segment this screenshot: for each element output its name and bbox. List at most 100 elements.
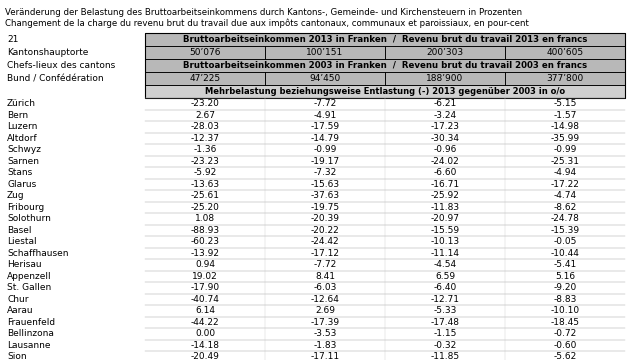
- Text: Appenzell: Appenzell: [7, 272, 52, 281]
- Text: -10.13: -10.13: [431, 237, 460, 246]
- Text: Zürich: Zürich: [7, 99, 36, 108]
- Text: -1.15: -1.15: [433, 329, 457, 338]
- Text: -12.71: -12.71: [431, 295, 460, 304]
- Text: -3.53: -3.53: [314, 329, 337, 338]
- Text: -3.24: -3.24: [433, 111, 456, 120]
- Text: -10.10: -10.10: [550, 306, 580, 315]
- Text: -17.90: -17.90: [191, 283, 220, 292]
- Bar: [505, 72, 625, 85]
- Text: -10.44: -10.44: [550, 249, 579, 258]
- Text: -15.63: -15.63: [310, 180, 340, 189]
- Text: 47’225: 47’225: [189, 74, 221, 83]
- Text: -7.72: -7.72: [314, 99, 337, 108]
- Text: Schwyz: Schwyz: [7, 145, 41, 154]
- Text: -8.83: -8.83: [554, 295, 577, 304]
- Text: Veränderung der Belastung des Bruttoarbeitseinkommens durch Kantons-, Gemeinde- : Veränderung der Belastung des Bruttoarbe…: [5, 8, 522, 17]
- Text: -17.39: -17.39: [310, 318, 340, 327]
- Text: -16.71: -16.71: [431, 180, 460, 189]
- Text: -13.92: -13.92: [191, 249, 220, 258]
- Text: Liestal: Liestal: [7, 237, 36, 246]
- Text: -17.22: -17.22: [550, 180, 579, 189]
- Text: 19.02: 19.02: [192, 272, 218, 281]
- Text: -20.22: -20.22: [310, 226, 339, 235]
- Text: Sion: Sion: [7, 352, 27, 360]
- Text: -44.22: -44.22: [191, 318, 220, 327]
- Text: 0.94: 0.94: [195, 260, 215, 269]
- Text: -35.99: -35.99: [550, 134, 580, 143]
- Text: -6.60: -6.60: [433, 168, 457, 177]
- Text: -25.31: -25.31: [550, 157, 579, 166]
- Text: -14.18: -14.18: [191, 341, 220, 350]
- Text: Aarau: Aarau: [7, 306, 34, 315]
- Text: -17.11: -17.11: [310, 352, 340, 360]
- Text: -37.63: -37.63: [310, 191, 340, 200]
- Text: Bund / Confédération: Bund / Confédération: [7, 74, 104, 83]
- Text: 6.14: 6.14: [195, 306, 215, 315]
- Text: -11.83: -11.83: [431, 203, 460, 212]
- Text: -9.20: -9.20: [554, 283, 577, 292]
- Text: -1.83: -1.83: [314, 341, 337, 350]
- Text: -15.39: -15.39: [550, 226, 580, 235]
- Text: 21: 21: [7, 35, 19, 44]
- Text: Bern: Bern: [7, 111, 28, 120]
- Text: Bellinzona: Bellinzona: [7, 329, 54, 338]
- Text: -24.02: -24.02: [431, 157, 460, 166]
- Text: Mehrbelastung beziehungsweise Entlastung (-) 2013 gegenüber 2003 in o/o: Mehrbelastung beziehungsweise Entlastung…: [205, 87, 565, 96]
- Text: -8.62: -8.62: [554, 203, 577, 212]
- Text: -5.41: -5.41: [554, 260, 577, 269]
- Text: -19.17: -19.17: [310, 157, 340, 166]
- Text: -4.74: -4.74: [554, 191, 577, 200]
- Text: -12.37: -12.37: [191, 134, 220, 143]
- Bar: [265, 72, 385, 85]
- Text: 2.69: 2.69: [315, 306, 335, 315]
- Text: Bruttoarbeitseinkommen 2003 in Franken  /  Revenu brut du travail 2003 en francs: Bruttoarbeitseinkommen 2003 in Franken /…: [183, 61, 587, 70]
- Text: 377’800: 377’800: [547, 74, 584, 83]
- Text: 8.41: 8.41: [315, 272, 335, 281]
- Text: Luzern: Luzern: [7, 122, 37, 131]
- Text: -11.14: -11.14: [431, 249, 460, 258]
- Text: -24.42: -24.42: [310, 237, 339, 246]
- Text: -20.39: -20.39: [310, 214, 339, 223]
- Text: -25.92: -25.92: [431, 191, 460, 200]
- Text: Solothurn: Solothurn: [7, 214, 51, 223]
- Text: Chur: Chur: [7, 295, 29, 304]
- Text: -17.23: -17.23: [431, 122, 460, 131]
- Bar: [385, 46, 505, 59]
- Text: 200’303: 200’303: [426, 48, 463, 57]
- Bar: [145, 85, 625, 98]
- Text: Schaffhausen: Schaffhausen: [7, 249, 68, 258]
- Bar: [145, 33, 625, 98]
- Text: -4.91: -4.91: [314, 111, 337, 120]
- Text: 2.67: 2.67: [195, 111, 215, 120]
- Text: 100’151: 100’151: [307, 48, 344, 57]
- Text: -12.64: -12.64: [310, 295, 339, 304]
- Text: -14.98: -14.98: [550, 122, 579, 131]
- Bar: [385, 72, 505, 85]
- Text: Stans: Stans: [7, 168, 32, 177]
- Text: -11.85: -11.85: [431, 352, 460, 360]
- Text: -6.40: -6.40: [433, 283, 456, 292]
- Text: -0.60: -0.60: [554, 341, 577, 350]
- Text: -6.03: -6.03: [314, 283, 337, 292]
- Bar: [505, 46, 625, 59]
- Text: Altdorf: Altdorf: [7, 134, 38, 143]
- Text: -5.92: -5.92: [193, 168, 216, 177]
- Text: 188’900: 188’900: [426, 74, 463, 83]
- Text: Frauenfeld: Frauenfeld: [7, 318, 55, 327]
- Text: -25.20: -25.20: [191, 203, 220, 212]
- Text: -14.79: -14.79: [310, 134, 339, 143]
- Text: -23.20: -23.20: [191, 99, 220, 108]
- Text: -60.23: -60.23: [191, 237, 220, 246]
- Text: -6.21: -6.21: [433, 99, 456, 108]
- Text: St. Gallen: St. Gallen: [7, 283, 51, 292]
- Text: -1.57: -1.57: [554, 111, 577, 120]
- Text: -25.61: -25.61: [191, 191, 220, 200]
- Text: -0.72: -0.72: [554, 329, 577, 338]
- Text: -18.45: -18.45: [550, 318, 579, 327]
- Text: 0.00: 0.00: [195, 329, 215, 338]
- Text: Kantonshauptorte: Kantonshauptorte: [7, 48, 88, 57]
- Text: -1.36: -1.36: [193, 145, 217, 154]
- Text: -23.23: -23.23: [191, 157, 220, 166]
- Text: Changement de la charge du revenu brut du travail due aux impôts cantonaux, comm: Changement de la charge du revenu brut d…: [5, 18, 529, 27]
- Text: Zug: Zug: [7, 191, 24, 200]
